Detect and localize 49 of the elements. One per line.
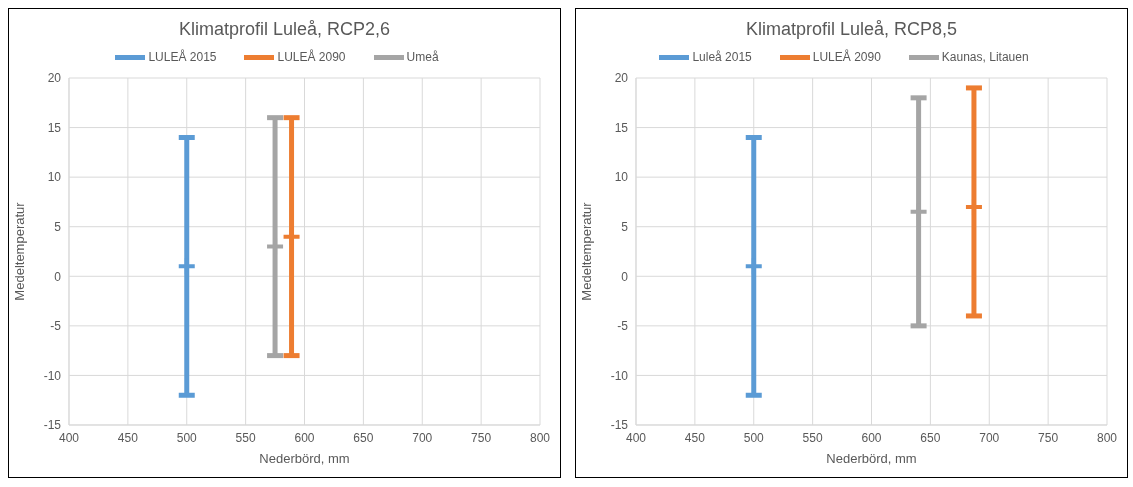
- x-tick-label: 550: [802, 430, 823, 445]
- y-tick-label: -15: [610, 418, 629, 433]
- chart-title: Klimatprofil Luleå, RCP2,6: [177, 19, 392, 41]
- x-tick-label: 800: [529, 430, 551, 445]
- legend-label: Umeå: [406, 50, 439, 64]
- point: [745, 258, 762, 275]
- point: [965, 198, 982, 215]
- x-tick-label: 450: [684, 430, 706, 445]
- x-tick-label: 650: [353, 430, 374, 445]
- x-tick-label: 550: [235, 430, 256, 445]
- y-tick-label: 0: [621, 269, 629, 284]
- y-tick-label: 20: [47, 71, 62, 86]
- legend-label: LULEÅ 2090: [812, 50, 881, 64]
- x-tick-label: 600: [861, 430, 882, 445]
- x-tick-label: 450: [117, 430, 139, 445]
- x-tick-label: 700: [412, 430, 433, 445]
- x-axis-title: Nederbörd, mm: [826, 451, 917, 466]
- x-tick-label: 700: [979, 430, 1000, 445]
- x-tick-label: 400: [625, 430, 647, 445]
- x-tick-label: 500: [176, 430, 198, 445]
- y-tick-label: 5: [621, 219, 629, 234]
- x-tick-label: 800: [1096, 430, 1118, 445]
- y-tick-label: -10: [610, 368, 629, 383]
- y-tick-label: -5: [50, 319, 62, 334]
- x-tick-label: 750: [1038, 430, 1059, 445]
- chart-title: Klimatprofil Luleå, RCP8,5: [744, 19, 959, 41]
- y-tick-label: 0: [54, 269, 62, 284]
- x-tick-label: 750: [471, 430, 492, 445]
- x-axis-title: Nederbörd, mm: [259, 451, 350, 466]
- legend-label: LULEÅ 2015: [148, 50, 217, 64]
- x-tick-label: 600: [294, 430, 315, 445]
- y-tick-label: 15: [614, 120, 629, 135]
- y-tick-label: -10: [43, 368, 62, 383]
- legend-label: LULEÅ 2090: [277, 50, 346, 64]
- y-tick-label: 20: [614, 71, 629, 86]
- y-tick-label: 10: [47, 170, 62, 185]
- legend-label: Luleå 2015: [692, 50, 752, 64]
- x-tick-label: 650: [920, 430, 941, 445]
- x-tick-label: 500: [743, 430, 765, 445]
- y-tick-label: -5: [617, 319, 629, 334]
- point: [178, 258, 195, 275]
- y-tick-label: 5: [54, 219, 62, 234]
- y-tick-label: 10: [614, 170, 629, 185]
- x-tick-label: 400: [58, 430, 80, 445]
- y-tick-label: 15: [47, 120, 62, 135]
- legend-label: Kaunas, Litauen: [941, 50, 1029, 64]
- y-axis-title: Medeltemperatur: [11, 201, 27, 301]
- y-axis-title: Medeltemperatur: [578, 201, 594, 301]
- y-tick-label: -15: [43, 418, 62, 433]
